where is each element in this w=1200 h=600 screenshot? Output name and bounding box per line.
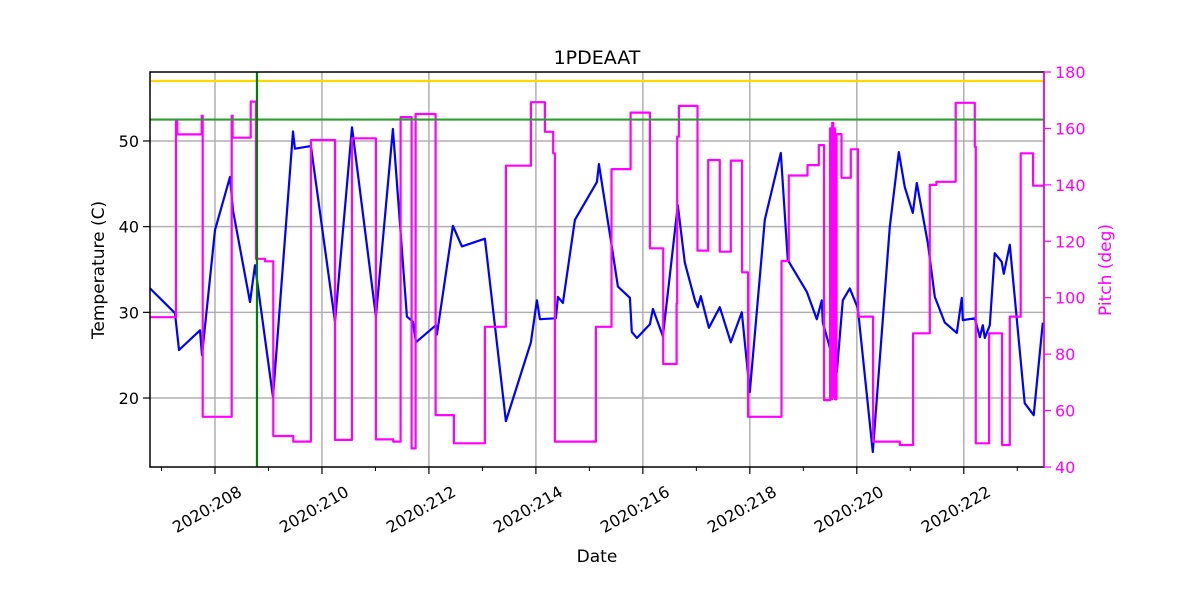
y-tick-label: 40: [119, 218, 139, 237]
y2-tick-label: 180: [1055, 63, 1086, 82]
y2-tick-label: 60: [1055, 402, 1075, 421]
series-group: [149, 100, 1044, 454]
y-axis-label: Temperature (C): [89, 201, 109, 340]
y2-tick-label: 80: [1055, 345, 1075, 364]
grid: [150, 72, 1044, 467]
y2-axis-label: Pitch (deg): [1096, 224, 1116, 316]
y2-tick-label: 120: [1055, 232, 1086, 251]
y2-tick-label: 40: [1055, 458, 1075, 477]
y2-tick-label: 100: [1055, 289, 1086, 308]
y2-tick-label: 160: [1055, 119, 1086, 138]
x-axis-label: Date: [577, 547, 618, 567]
y-tick-label: 50: [119, 132, 139, 151]
pitch-series-line: [150, 100, 1044, 450]
y-tick-label: 30: [119, 303, 139, 322]
y-tick-label: 20: [119, 389, 139, 408]
y2-tick-label: 140: [1055, 176, 1086, 195]
reference-lines: [150, 72, 1044, 467]
chart-title: 1PDEAAT: [554, 47, 641, 69]
